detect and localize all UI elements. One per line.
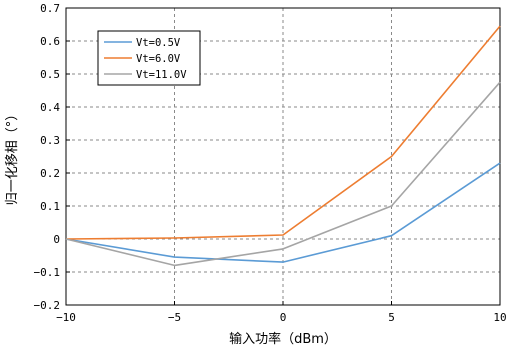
x-axis-title: 输入功率（dBm） [229, 331, 337, 347]
y-tick-label: 0.2 [40, 167, 60, 180]
legend-label: Vt=6.0V [136, 53, 181, 65]
y-tick-label: 0.1 [40, 200, 60, 213]
legend-label: Vt=11.0V [136, 69, 187, 81]
y-tick-label: −0.2 [34, 299, 61, 312]
series-lines [65, 25, 501, 267]
x-tick-label: 10 [493, 311, 506, 324]
x-tick-label: 0 [280, 311, 287, 324]
y-tick-label: 0 [53, 233, 60, 246]
y-axis-title: 归一化移相（°） [5, 108, 20, 206]
series-line [65, 81, 501, 267]
legend: Vt=0.5V Vt=6.0V Vt=11.0V [97, 30, 201, 86]
axes [65, 7, 501, 306]
tick-labels: −0.2 −0.1 0 0.1 0.2 0.3 0.4 0.5 0.6 0.7 −10 −5 0 5 10 [34, 2, 506, 324]
y-tick-label: 0.3 [40, 134, 60, 147]
series-line [65, 25, 501, 240]
y-tick-label: −0.1 [34, 266, 61, 279]
y-tick-label: 0.4 [40, 101, 60, 114]
x-tick-label: 5 [388, 311, 395, 324]
x-tick-label: −5 [168, 311, 181, 324]
y-tick-label: 0.5 [40, 68, 60, 81]
x-tick-label: −10 [56, 311, 76, 324]
y-tick-label: 0.7 [40, 2, 60, 15]
y-tick-label: 0.6 [40, 35, 60, 48]
series-line [65, 162, 501, 263]
legend-label: Vt=0.5V [136, 37, 181, 49]
